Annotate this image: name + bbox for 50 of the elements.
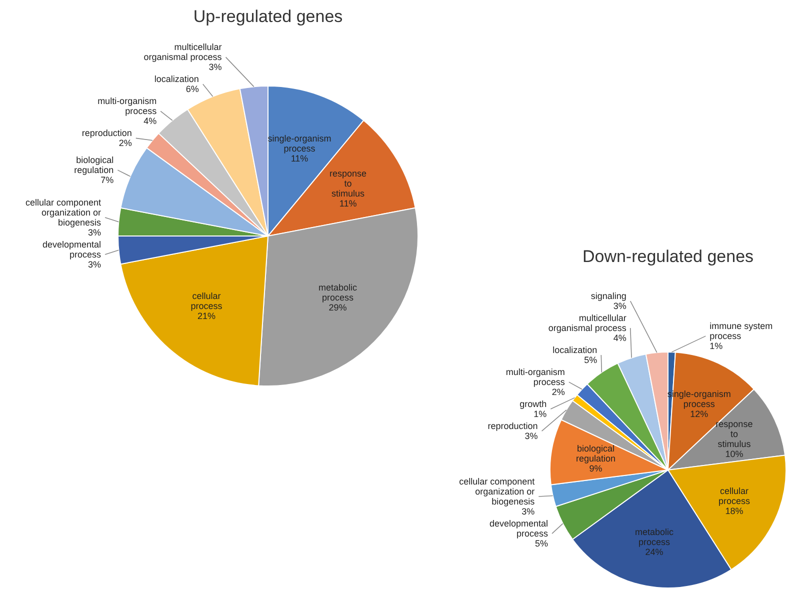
data-label: 11% [339, 198, 357, 209]
slice-label: metabolic process [318, 282, 358, 302]
data-label: 5% [584, 355, 598, 366]
data-label: 3% [613, 301, 626, 312]
chart-title: Down-regulated genes [582, 247, 754, 266]
slice-label: response to stimulus [716, 418, 753, 449]
chart-title: Up-regulated genes [193, 7, 343, 26]
data-label: 6% [186, 84, 199, 94]
slice-label: reproduction [488, 421, 538, 432]
data-label: 21% [197, 310, 216, 321]
slice-label: biological regulation [74, 155, 114, 176]
slice-label: cellular component organization or biogenesis [459, 476, 536, 507]
data-label: 4% [144, 116, 157, 126]
data-label: 1% [710, 341, 723, 352]
data-label: 9% [589, 464, 602, 474]
slice-label: cellular process [190, 290, 223, 311]
data-label: 3% [524, 431, 538, 442]
data-label: 11% [290, 154, 308, 164]
slice-label: biological regulation [576, 444, 616, 464]
slice-label: immune system process [710, 321, 773, 342]
slice-label: localization [552, 345, 598, 356]
slice-label: multicellular organismal process [548, 313, 627, 334]
slice-label: metabolic process [635, 526, 674, 547]
slice-label: cellular process [718, 486, 750, 506]
data-label: 12% [690, 408, 708, 419]
data-label: 3% [522, 506, 535, 517]
data-label: 3% [88, 260, 102, 270]
slice-label: multi-organism process [506, 367, 566, 388]
slice-label: growth [520, 399, 547, 410]
data-label: 3% [208, 62, 222, 72]
slice-label: multicellular organismal process [144, 42, 222, 62]
data-label: 1% [534, 409, 547, 420]
data-label: 7% [100, 175, 114, 186]
data-label: 5% [535, 538, 548, 549]
data-label: 29% [328, 302, 347, 312]
slice-label: cellular component organization or biogenesis [25, 198, 102, 228]
data-label: 18% [725, 506, 744, 516]
slice-label: developmental process [489, 518, 549, 539]
slice-label: developmental process [42, 240, 102, 260]
data-label: 10% [725, 448, 744, 459]
slice-label: multi-organism process [98, 96, 158, 116]
data-label: 24% [645, 546, 664, 557]
slice-label: signaling [590, 291, 626, 302]
data-label: 4% [613, 333, 626, 344]
data-label: 3% [88, 228, 102, 238]
slice-label: reproduction [82, 128, 132, 138]
data-label: 2% [118, 138, 132, 148]
slice-label: localization [154, 74, 199, 84]
slice-label: response to stimulus [330, 168, 367, 199]
data-label: 2% [552, 387, 565, 398]
